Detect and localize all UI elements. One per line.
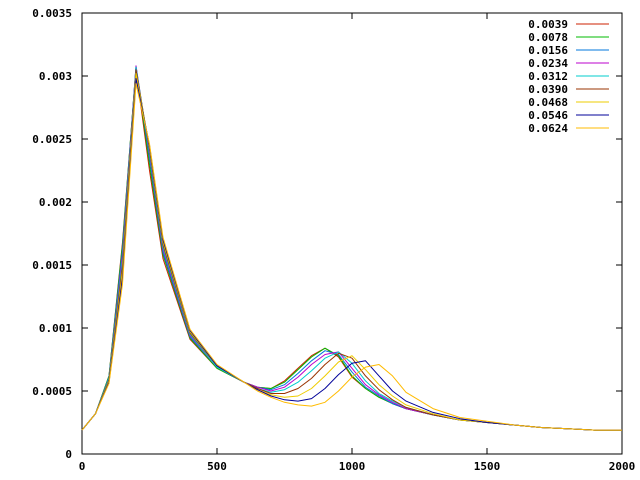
y-tick-label: 0.001 xyxy=(39,322,72,335)
y-tick-label: 0.003 xyxy=(39,70,72,83)
x-tick-label: 500 xyxy=(207,460,227,473)
x-axis: 0 500 1000 1500 2000 xyxy=(79,13,636,473)
y-tick-label: 0.0025 xyxy=(32,133,72,146)
y-axis: 0 0.0005 0.001 0.0015 0.002 0.0025 0.003 0.0035 xyxy=(32,7,622,461)
x-tick-label: 0 xyxy=(79,460,86,473)
legend-label: 0.0546 xyxy=(528,109,568,122)
legend-label: 0.0468 xyxy=(528,96,568,109)
x-tick-label: 1000 xyxy=(339,460,366,473)
legend: 0.00390.00780.01560.02340.03120.03900.04… xyxy=(528,18,609,135)
y-tick-label: 0.0005 xyxy=(32,385,72,398)
legend-label: 0.0234 xyxy=(528,57,568,70)
y-tick-label: 0.002 xyxy=(39,196,72,209)
y-tick-label: 0.0015 xyxy=(32,259,72,272)
x-tick-label: 1500 xyxy=(474,460,501,473)
legend-label: 0.0624 xyxy=(528,122,568,135)
legend-label: 0.0039 xyxy=(528,18,568,31)
legend-label: 0.0312 xyxy=(528,70,568,83)
legend-label: 0.0390 xyxy=(528,83,568,96)
series-line-0.0624 xyxy=(81,83,622,431)
legend-label: 0.0156 xyxy=(528,44,568,57)
legend-label: 0.0078 xyxy=(528,31,568,44)
y-tick-label: 0.0035 xyxy=(32,7,72,20)
series-lines xyxy=(81,65,622,431)
x-tick-label: 2000 xyxy=(609,460,636,473)
y-tick-label: 0 xyxy=(65,448,72,461)
